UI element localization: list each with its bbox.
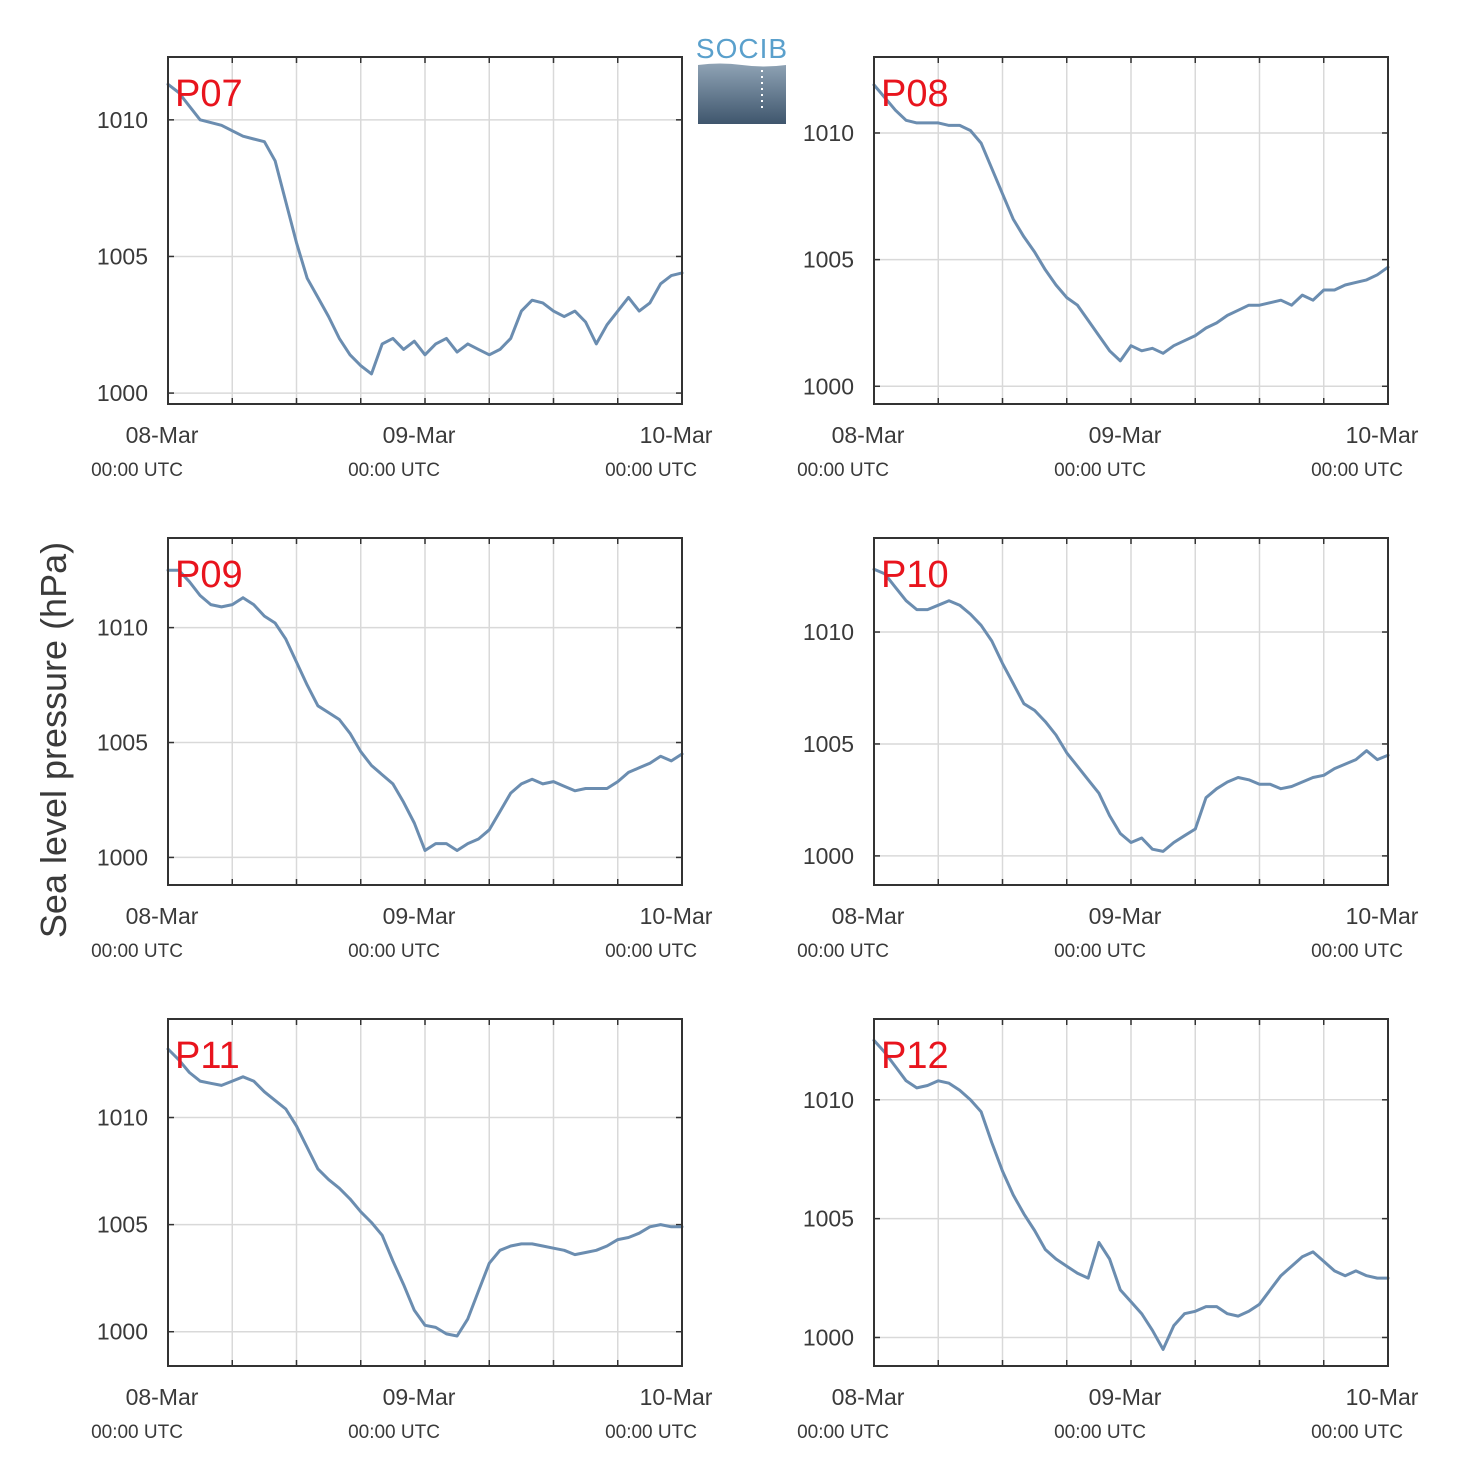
chart-panel-p11: 1000 1005 1010 08-Mar 00:00 UTC 09-Mar 00:00 U…	[91, 1018, 713, 1443]
x-tick-label-time: 00:00 UTC	[348, 460, 440, 481]
x-tick-label-day: 10-Mar	[640, 1384, 713, 1410]
x-tick-label-day: 08-Mar	[126, 903, 199, 929]
logo-text: SOCIB	[696, 33, 788, 64]
x-tick-label-time: 00:00 UTC	[605, 1422, 697, 1443]
x-tick-label-day: 10-Mar	[640, 903, 713, 929]
y-tick-label: 1000	[97, 1319, 148, 1345]
y-tick-label: 1005	[803, 731, 854, 757]
x-tick-label-day: 09-Mar	[1089, 1384, 1162, 1410]
pressure-series-line	[872, 83, 1390, 363]
x-tick-label-day: 09-Mar	[1089, 903, 1162, 929]
x-tick-label-time: 00:00 UTC	[91, 1422, 183, 1443]
plot-frame	[167, 1018, 683, 1367]
plot-frame	[873, 1018, 1389, 1367]
pressure-series-line	[166, 568, 684, 852]
x-tick-label-time: 00:00 UTC	[605, 460, 697, 481]
panel-label: P12	[881, 1035, 949, 1077]
panel-label: P08	[881, 73, 949, 115]
chart-panel-p07: 1000 1005 1010 08-Mar 00:00 UTC 09-Mar 00:00 U…	[91, 56, 713, 481]
x-tick-label-day: 08-Mar	[832, 422, 905, 448]
x-tick-label-day: 10-Mar	[1346, 1384, 1419, 1410]
plot-frame	[873, 56, 1389, 405]
y-tick-label: 1000	[97, 844, 148, 870]
y-axis-label: Sea level pressure (hPa)	[33, 542, 74, 938]
chart-panel-p09: 1000 1005 1010 08-Mar 00:00 UTC 09-Mar 00:00 U…	[91, 537, 713, 962]
x-tick-label-day: 10-Mar	[1346, 903, 1419, 929]
x-tick-label-time: 00:00 UTC	[1311, 1422, 1403, 1443]
x-tick-label-day: 08-Mar	[832, 1384, 905, 1410]
y-tick-label: 1000	[803, 373, 854, 399]
x-tick-label-day: 09-Mar	[383, 903, 456, 929]
x-tick-label-day: 09-Mar	[383, 422, 456, 448]
x-tick-label-time: 00:00 UTC	[348, 941, 440, 962]
x-tick-label-time: 00:00 UTC	[1054, 1422, 1146, 1443]
panel-label: P07	[175, 73, 243, 115]
x-tick-label-time: 00:00 UTC	[91, 941, 183, 962]
x-tick-label-day: 10-Mar	[1346, 422, 1419, 448]
y-tick-label: 1010	[97, 1105, 148, 1131]
x-tick-label-day: 08-Mar	[126, 1384, 199, 1410]
plot-frame	[167, 56, 683, 405]
panel-label: P11	[175, 1035, 240, 1077]
pressure-series-line	[872, 1038, 1390, 1351]
x-tick-label-time: 00:00 UTC	[797, 941, 889, 962]
y-tick-label: 1010	[803, 619, 854, 645]
y-tick-label: 1010	[97, 615, 148, 641]
y-tick-label: 1005	[97, 1212, 148, 1238]
y-tick-label: 1010	[803, 120, 854, 146]
x-tick-label-time: 00:00 UTC	[348, 1422, 440, 1443]
pressure-series-line	[166, 1047, 684, 1338]
socib-logo: SOCIB	[696, 33, 788, 124]
y-tick-label: 1000	[803, 1324, 854, 1350]
y-tick-label: 1005	[97, 730, 148, 756]
panel-label: P10	[881, 554, 949, 596]
x-tick-label-time: 00:00 UTC	[1311, 460, 1403, 481]
panel-label: P09	[175, 554, 243, 596]
x-tick-label-time: 00:00 UTC	[91, 460, 183, 481]
chart-panel-p08: 1000 1005 1010 08-Mar 00:00 UTC 09-Mar 00:00 U…	[797, 56, 1419, 481]
x-tick-label-day: 09-Mar	[383, 1384, 456, 1410]
y-tick-label: 1005	[97, 243, 148, 269]
y-tick-label: 1005	[803, 1206, 854, 1232]
y-tick-label: 1010	[803, 1087, 854, 1113]
x-tick-label-time: 00:00 UTC	[1054, 460, 1146, 481]
x-tick-label-day: 08-Mar	[126, 422, 199, 448]
x-tick-label-day: 10-Mar	[640, 422, 713, 448]
y-tick-label: 1005	[803, 247, 854, 273]
plot-frame	[167, 537, 683, 886]
x-tick-label-time: 00:00 UTC	[797, 1422, 889, 1443]
chart-panel-p12: 1000 1005 1010 08-Mar 00:00 UTC 09-Mar 00:00 U…	[797, 1018, 1419, 1443]
x-tick-label-time: 00:00 UTC	[797, 460, 889, 481]
x-tick-label-day: 09-Mar	[1089, 422, 1162, 448]
logo-water-icon	[698, 63, 786, 124]
plot-frame	[873, 537, 1389, 886]
x-tick-label-time: 00:00 UTC	[1311, 941, 1403, 962]
y-tick-label: 1010	[97, 107, 148, 133]
y-tick-label: 1000	[97, 380, 148, 406]
chart-panel-p10: 1000 1005 1010 08-Mar 00:00 UTC 09-Mar 00:00 U…	[797, 537, 1419, 962]
x-tick-label-time: 00:00 UTC	[1054, 941, 1146, 962]
pressure-series-line	[166, 82, 684, 376]
x-tick-label-time: 00:00 UTC	[605, 941, 697, 962]
x-tick-label-day: 08-Mar	[832, 903, 905, 929]
y-tick-label: 1000	[803, 843, 854, 869]
pressure-series-line	[872, 567, 1390, 853]
